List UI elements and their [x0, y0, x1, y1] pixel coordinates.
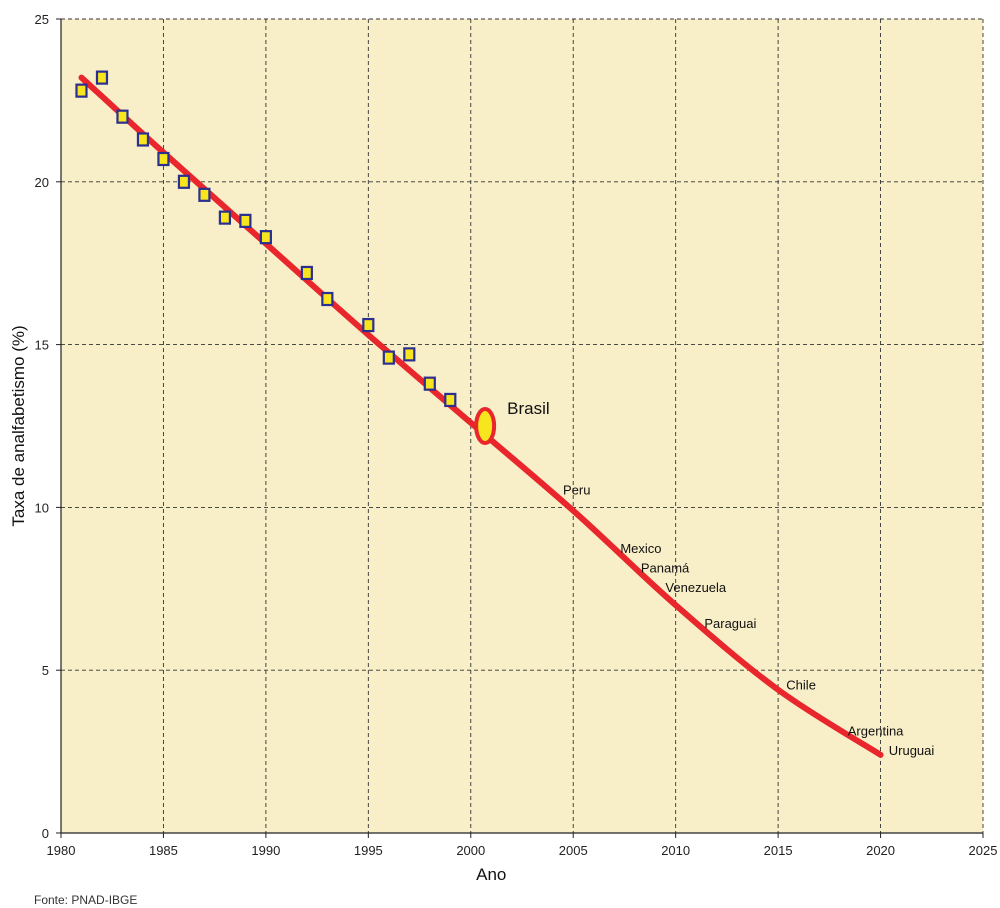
x-tick-label: 1990	[251, 843, 280, 858]
data-point	[382, 350, 395, 365]
data-point	[444, 392, 457, 408]
data-point	[403, 347, 416, 362]
data-point	[362, 317, 375, 333]
x-tick-label: 2015	[764, 843, 793, 858]
data-point	[218, 210, 232, 225]
axes	[56, 18, 984, 838]
annotation-paraguai: Paraguai	[704, 616, 756, 631]
x-tick-label: 1980	[47, 843, 76, 858]
plot-background	[61, 19, 983, 833]
x-tick-label: 2020	[866, 843, 895, 858]
data-point	[300, 265, 313, 281]
x-tick-label: 1995	[354, 843, 383, 858]
annotation-uruguai: Uruguai	[889, 743, 935, 758]
x-tick-label: 2025	[969, 843, 998, 858]
annotation-chile: Chile	[786, 678, 816, 693]
data-point	[157, 151, 170, 167]
x-axis-title: Ano	[476, 865, 506, 884]
annotation-peru: Peru	[563, 482, 590, 497]
country-annotations: Peru Mexico Panamá Venezuela Paraguai Chile Ar…	[563, 482, 934, 757]
data-point	[136, 132, 150, 147]
brasil-label: Brasil	[507, 399, 550, 418]
annotation-panam: Panamá	[641, 561, 690, 576]
data-point	[321, 291, 334, 307]
y-tick-labels: 0 5 10 15 20 25	[35, 12, 49, 841]
data-point	[75, 83, 88, 98]
data-point	[198, 187, 211, 202]
data-point	[259, 230, 272, 245]
x-tick-labels: 1980 1985 1990 1995 2000 2005 2010 2015 2020 2025	[47, 843, 998, 858]
y-tick-label: 5	[42, 663, 49, 678]
annotation-venezuela: Venezuela	[665, 580, 726, 595]
brasil-marker	[474, 407, 497, 445]
source-note: Fonte: PNAD-IBGE	[34, 893, 137, 907]
data-point	[95, 70, 109, 85]
y-tick-label: 0	[42, 826, 49, 841]
annotation-mexico: Mexico	[620, 541, 661, 556]
y-axis-title: Taxa de analfabetismo (%)	[9, 325, 28, 526]
data-point	[177, 174, 191, 189]
data-point	[116, 109, 129, 124]
y-tick-label: 10	[35, 500, 49, 515]
annotation-argentina: Argentina	[848, 723, 904, 738]
y-tick-label: 25	[35, 12, 49, 27]
trend-line	[78, 74, 884, 758]
data-point	[239, 213, 252, 228]
x-tick-label: 2005	[559, 843, 588, 858]
observed-points	[75, 70, 457, 408]
y-tick-label: 15	[35, 338, 49, 353]
x-tick-label: 2010	[661, 843, 690, 858]
data-point	[423, 376, 436, 391]
x-tick-label: 2000	[456, 843, 485, 858]
y-tick-label: 20	[35, 175, 49, 190]
x-tick-label: 1985	[149, 843, 178, 858]
